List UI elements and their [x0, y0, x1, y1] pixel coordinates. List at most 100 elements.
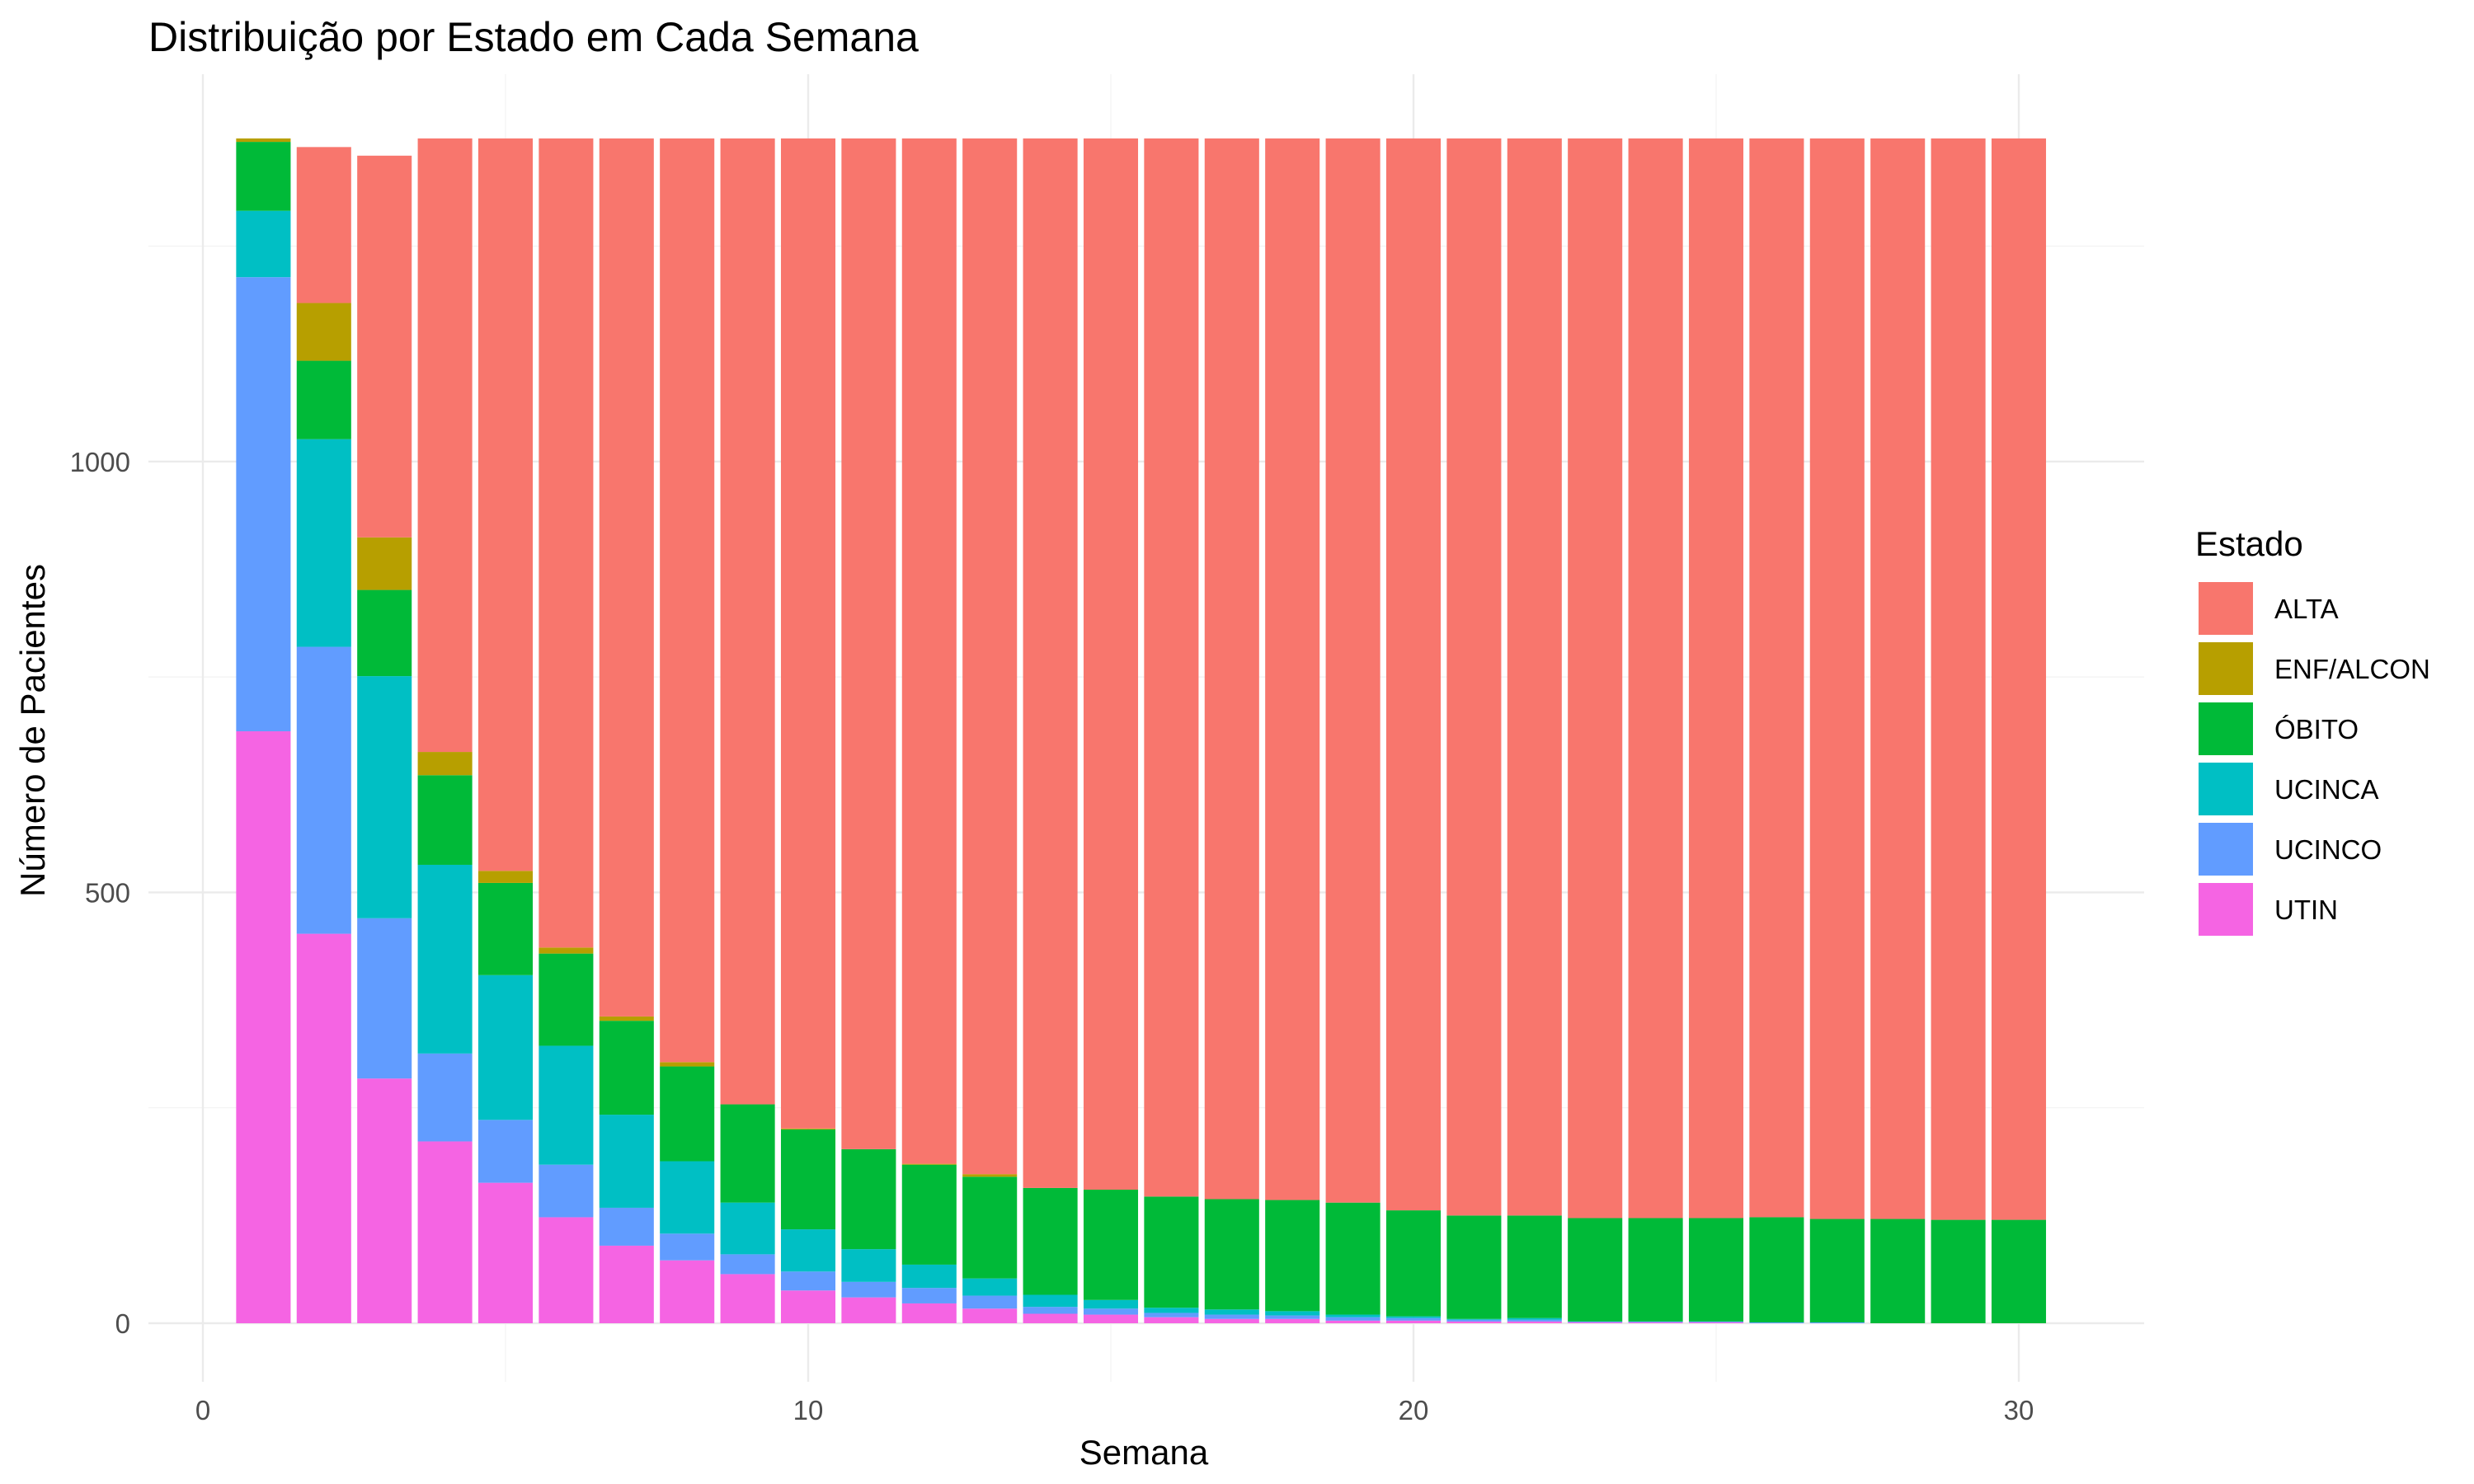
bar-segment-alta-week-20 [1385, 138, 1442, 1211]
bar-segment--bito-week-20 [1385, 1210, 1442, 1317]
bar-segment-utin-week-10 [780, 1290, 836, 1323]
bar-segment-ucinco-week-2 [296, 646, 351, 934]
legend-label: ENF/ALCON [2274, 654, 2430, 684]
bar-segment-utin-week-22 [1507, 1321, 1562, 1323]
bar-segment-utin-week-18 [1265, 1318, 1320, 1323]
bar-segment-ucinca-week-19 [1325, 1314, 1380, 1317]
bar-segment-alta-week-14 [1023, 138, 1078, 1188]
bar-segment-utin-week-6 [539, 1217, 594, 1323]
bar-segment-ucinca-week-3 [357, 676, 412, 918]
bar-segment--bito-week-27 [1809, 1219, 1865, 1322]
bar-segment-ucinca-week-21 [1446, 1318, 1502, 1320]
bar-segment-alta-week-16 [1144, 138, 1199, 1197]
bar-segment--bito-week-3 [357, 589, 412, 677]
bar-segment--bito-week-16 [1144, 1196, 1199, 1308]
bar-segment-ucinca-week-15 [1083, 1299, 1139, 1309]
bar-segment-utin-week-9 [720, 1274, 775, 1323]
bar-segment-utin-week-3 [357, 1078, 412, 1323]
bar-segment--bito-week-14 [1023, 1187, 1078, 1295]
bar-segment-utin-week-24 [1628, 1322, 1683, 1323]
bar-segment--bito-week-29 [1931, 1219, 1986, 1323]
x-tick-label: 10 [793, 1395, 824, 1425]
bar-segment-utin-week-7 [599, 1245, 654, 1323]
bar-segment-ucinco-week-22 [1507, 1319, 1562, 1322]
y-axis-title: Número de Pacientes [13, 564, 52, 897]
bar-segment-ucinca-week-14 [1023, 1294, 1078, 1308]
bar-segment-ucinca-week-13 [962, 1278, 1018, 1296]
bar-segment-ucinca-week-22 [1507, 1317, 1562, 1320]
bar-segment-ucinco-week-11 [841, 1281, 896, 1298]
bar-segment--bito-week-26 [1749, 1217, 1804, 1322]
bar-segment-ucinca-week-12 [901, 1264, 957, 1289]
legend-label: ALTA [2274, 594, 2339, 624]
bar-segment-ucinco-week-7 [599, 1207, 654, 1246]
bar-segment-alta-week-29 [1931, 138, 1986, 1220]
bar-segment-utin-week-13 [962, 1308, 1018, 1323]
x-tick-label: 0 [195, 1395, 210, 1425]
bar-segment-ucinca-week-20 [1385, 1316, 1442, 1318]
bar-segment--bito-week-18 [1265, 1200, 1320, 1312]
bar-segment--bito-week-5 [477, 882, 534, 975]
legend-swatch [2199, 702, 2253, 755]
bar-segment-alta-week-2 [296, 147, 351, 303]
bar-segment--bito-week-25 [1688, 1218, 1744, 1322]
bar-segment-enf-alcon-week-4 [417, 752, 473, 776]
bar-segment-ucinco-week-1 [236, 277, 291, 731]
bar-segment-ucinco-week-15 [1083, 1308, 1139, 1315]
bar-segment--bito-week-24 [1628, 1218, 1683, 1322]
bar-segment--bito-week-23 [1568, 1218, 1623, 1322]
bar-segment-alta-week-26 [1749, 138, 1804, 1218]
bar-segment--bito-week-6 [539, 953, 594, 1046]
bars-group [236, 138, 2047, 1323]
bar-segment-alta-week-5 [477, 138, 534, 871]
bar-segment-ucinca-week-1 [236, 210, 291, 278]
bar-segment-utin-week-4 [417, 1141, 473, 1323]
x-axis-ticks: 0 10 20 30 [195, 1395, 2034, 1425]
bar-segment-ucinco-week-27 [1809, 1322, 1865, 1323]
bar-segment-utin-week-21 [1446, 1321, 1502, 1323]
bar-segment-utin-week-17 [1204, 1318, 1259, 1323]
bar-segment--bito-week-8 [660, 1066, 715, 1162]
bar-segment--bito-week-12 [901, 1164, 957, 1265]
bar-segment-ucinco-week-8 [660, 1233, 715, 1261]
legend-swatch [2199, 883, 2253, 936]
bar-segment-enf-alcon-week-3 [357, 537, 412, 590]
bar-segment-utin-week-1 [236, 730, 291, 1323]
bar-segment-ucinco-week-16 [1144, 1313, 1199, 1317]
x-tick-label: 30 [2004, 1395, 2034, 1425]
bar-segment-alta-week-3 [357, 155, 412, 538]
bar-segment-ucinco-week-21 [1446, 1319, 1502, 1322]
bar-segment--bito-week-4 [417, 775, 473, 865]
bar-segment-ucinca-week-16 [1144, 1308, 1199, 1313]
bar-segment-alta-week-30 [1991, 138, 2047, 1220]
bar-segment-enf-alcon-week-8 [660, 1062, 715, 1067]
bar-segment-ucinco-week-17 [1204, 1314, 1259, 1319]
y-tick-label: 1000 [70, 447, 130, 477]
bar-segment-alta-week-23 [1568, 138, 1623, 1219]
legend-label: UTIN [2274, 895, 2338, 925]
bar-segment-ucinco-week-4 [417, 1053, 473, 1142]
bar-segment--bito-week-2 [296, 360, 351, 439]
x-tick-label: 20 [1399, 1395, 1429, 1425]
y-tick-label: 500 [85, 877, 130, 908]
bar-segment--bito-week-21 [1446, 1215, 1502, 1319]
bar-segment-ucinco-week-10 [780, 1271, 836, 1291]
legend-label: UCINCA [2274, 774, 2379, 805]
bar-segment-ucinco-week-3 [357, 918, 412, 1079]
bar-segment--bito-week-15 [1083, 1190, 1139, 1300]
bar-segment-enf-alcon-week-6 [539, 947, 594, 954]
bar-segment-ucinca-week-9 [720, 1202, 775, 1255]
bar-segment-ucinca-week-10 [780, 1229, 836, 1272]
bar-segment-enf-alcon-week-7 [599, 1016, 654, 1021]
legend-swatch [2199, 763, 2253, 815]
chart-title: Distribuição por Estado em Cada Semana [148, 14, 919, 60]
bar-segment--bito-week-11 [841, 1148, 896, 1250]
bar-segment--bito-week-28 [1870, 1219, 1926, 1323]
legend: Estado ALTA ENF/ALCON ÓBITO UCINCA UCINCO UTI… [2195, 524, 2430, 936]
bar-segment-utin-week-8 [660, 1260, 715, 1323]
legend-label: ÓBITO [2274, 714, 2359, 744]
bar-segment-alta-week-19 [1325, 138, 1380, 1203]
bar-segment-utin-week-14 [1023, 1313, 1078, 1323]
bar-segment-utin-week-25 [1688, 1322, 1744, 1323]
